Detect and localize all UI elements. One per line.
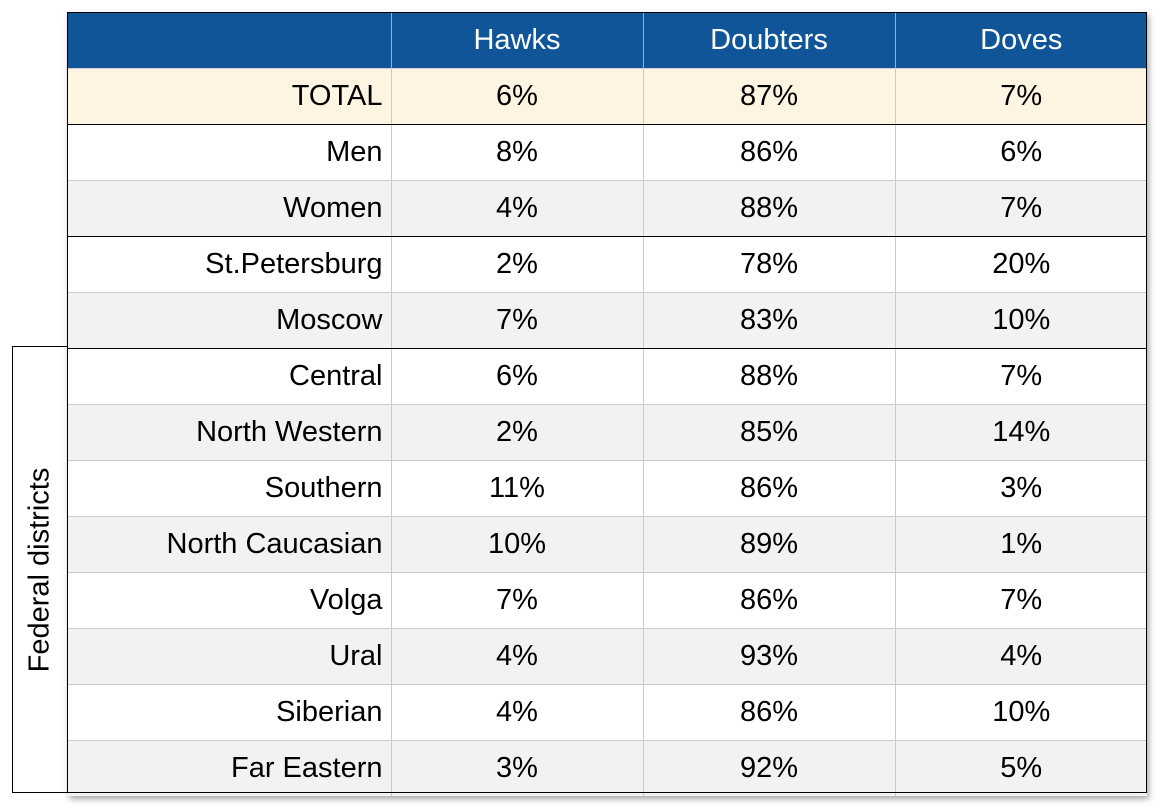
cell-doubters: 88% <box>642 180 895 237</box>
row-label: Far Eastern <box>67 740 391 796</box>
cell-doubters: 93% <box>642 628 895 685</box>
row-label: St.Petersburg <box>67 236 391 293</box>
cell-doves: 7% <box>894 572 1147 629</box>
cell-doves: 5% <box>894 740 1147 796</box>
cell-doubters: 86% <box>642 684 895 741</box>
cell-doubters: 78% <box>642 236 895 293</box>
header-doves: Doves <box>894 12 1147 69</box>
federal-districts-label: Federal districts <box>23 467 56 672</box>
row-label: North Western <box>67 404 391 461</box>
cell-doubters: 88% <box>642 348 895 405</box>
table-row-north-caucasian: North Caucasian 10% 89% 1% <box>67 516 1147 573</box>
cell-doves: 4% <box>894 628 1147 685</box>
cell-doves: 10% <box>894 684 1147 741</box>
cell-hawks: 2% <box>390 236 643 293</box>
table-row-volga: Volga 7% 86% 7% <box>67 572 1147 629</box>
cell-doves: 7% <box>894 68 1147 125</box>
header-row: Hawks Doubters Doves <box>67 12 1147 69</box>
cell-hawks: 4% <box>390 684 643 741</box>
cell-doves: 1% <box>894 516 1147 573</box>
row-label: TOTAL <box>67 68 391 125</box>
cell-doubters: 85% <box>642 404 895 461</box>
cell-doubters: 87% <box>642 68 895 125</box>
survey-table-frame: Federal districts Hawks Doubters Doves T… <box>12 12 1147 796</box>
cell-doubters: 89% <box>642 516 895 573</box>
cell-hawks: 4% <box>390 180 643 237</box>
row-label: Women <box>67 180 391 237</box>
table-row-siberian: Siberian 4% 86% 10% <box>67 684 1147 741</box>
cell-doves: 3% <box>894 460 1147 517</box>
cell-doubters: 83% <box>642 292 895 349</box>
cell-doves: 6% <box>894 124 1147 181</box>
row-label: North Caucasian <box>67 516 391 573</box>
cell-doves: 7% <box>894 348 1147 405</box>
cell-doubters: 86% <box>642 572 895 629</box>
row-label: Moscow <box>67 292 391 349</box>
header-doubters: Doubters <box>642 12 895 69</box>
table-row-total: TOTAL 6% 87% 7% <box>67 68 1147 125</box>
header-hawks: Hawks <box>390 12 643 69</box>
table-row-north-western: North Western 2% 85% 14% <box>67 404 1147 461</box>
cell-hawks: 11% <box>390 460 643 517</box>
table-row-st-petersburg: St.Petersburg 2% 78% 20% <box>67 236 1147 293</box>
table-row-far-eastern: Far Eastern 3% 92% 5% <box>67 740 1147 796</box>
cell-hawks: 3% <box>390 740 643 796</box>
cell-doubters: 86% <box>642 124 895 181</box>
cell-hawks: 7% <box>390 292 643 349</box>
row-label: Southern <box>67 460 391 517</box>
header-empty <box>67 12 391 69</box>
table-row-women: Women 4% 88% 7% <box>67 180 1147 237</box>
row-label: Men <box>67 124 391 181</box>
row-label: Siberian <box>67 684 391 741</box>
cell-doves: 7% <box>894 180 1147 237</box>
cell-doubters: 92% <box>642 740 895 796</box>
cell-hawks: 6% <box>390 348 643 405</box>
table-row-central: Central 6% 88% 7% <box>67 348 1147 405</box>
table-row-moscow: Moscow 7% 83% 10% <box>67 292 1147 349</box>
cell-hawks: 4% <box>390 628 643 685</box>
survey-table: Hawks Doubters Doves TOTAL 6% 87% 7% Men… <box>67 12 1147 796</box>
table-row-ural: Ural 4% 93% 4% <box>67 628 1147 685</box>
cell-doves: 14% <box>894 404 1147 461</box>
row-label: Ural <box>67 628 391 685</box>
table-row-men: Men 8% 86% 6% <box>67 124 1147 181</box>
cell-hawks: 8% <box>390 124 643 181</box>
cell-doves: 10% <box>894 292 1147 349</box>
federal-districts-group: Federal districts <box>12 346 67 793</box>
cell-hawks: 10% <box>390 516 643 573</box>
cell-hawks: 6% <box>390 68 643 125</box>
cell-doves: 20% <box>894 236 1147 293</box>
cell-hawks: 2% <box>390 404 643 461</box>
cell-doubters: 86% <box>642 460 895 517</box>
row-label: Central <box>67 348 391 405</box>
row-label: Volga <box>67 572 391 629</box>
cell-hawks: 7% <box>390 572 643 629</box>
table-row-southern: Southern 11% 86% 3% <box>67 460 1147 517</box>
